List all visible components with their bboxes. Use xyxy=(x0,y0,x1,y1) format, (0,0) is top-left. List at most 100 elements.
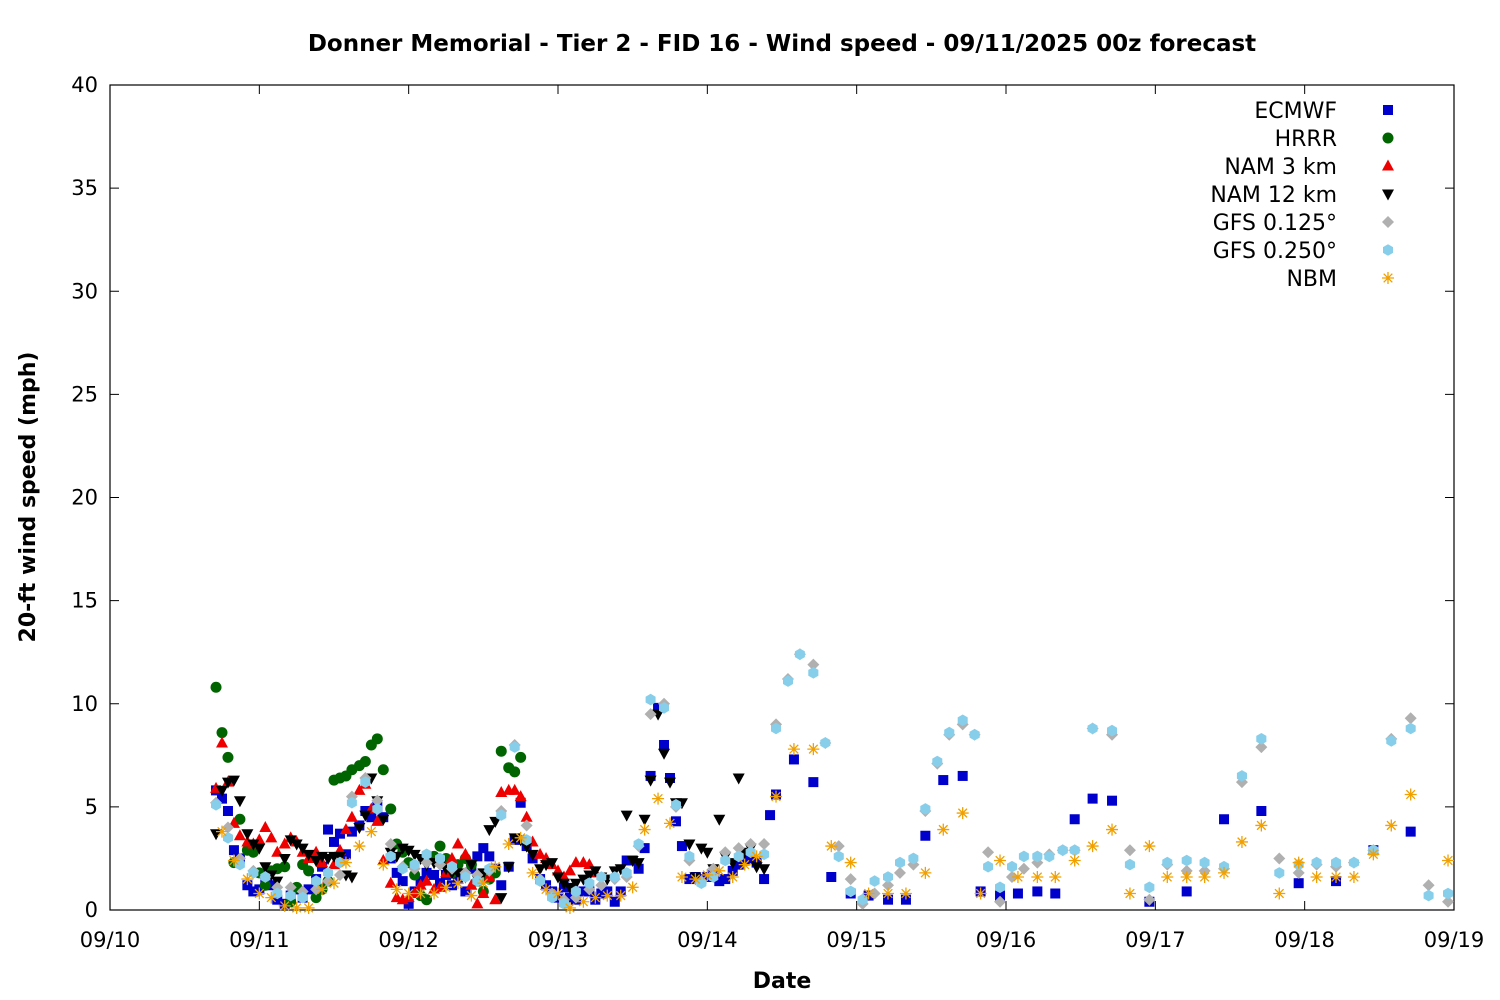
data-point xyxy=(820,737,831,749)
data-point xyxy=(893,866,906,879)
data-point xyxy=(1032,850,1043,863)
data-point xyxy=(1161,871,1174,883)
data-point xyxy=(440,881,452,894)
data-point xyxy=(1180,871,1193,883)
data-point xyxy=(759,874,770,885)
data-point xyxy=(303,865,315,877)
data-point xyxy=(329,836,339,847)
data-point xyxy=(377,764,389,776)
data-point xyxy=(234,813,246,825)
data-point xyxy=(664,817,676,830)
data-point xyxy=(384,876,397,888)
data-point xyxy=(297,891,308,904)
x-tick-label: 09/15 xyxy=(826,928,887,952)
y-tick-label: 30 xyxy=(71,279,98,303)
data-point xyxy=(1018,850,1029,863)
data-point xyxy=(1386,735,1397,747)
data-point xyxy=(559,898,569,910)
data-point xyxy=(216,825,228,838)
data-point xyxy=(601,889,614,902)
data-point xyxy=(1124,858,1135,871)
data-point xyxy=(1123,887,1136,900)
data-point xyxy=(938,775,949,786)
data-point xyxy=(371,794,384,807)
data-point xyxy=(353,783,366,795)
legend-label: NAM 3 km xyxy=(1224,155,1337,180)
data-point xyxy=(1274,867,1285,879)
data-point xyxy=(484,851,495,862)
data-point xyxy=(459,847,472,859)
x-tick-label: 09/19 xyxy=(1424,928,1485,952)
data-point xyxy=(1143,893,1156,906)
data-point xyxy=(713,814,726,826)
data-point xyxy=(428,887,441,900)
data-point xyxy=(584,877,595,889)
data-point xyxy=(578,886,589,897)
data-point xyxy=(1256,733,1267,745)
data-point xyxy=(957,770,968,781)
data-point xyxy=(216,736,228,748)
data-point xyxy=(596,871,607,883)
data-point xyxy=(421,867,432,878)
data-point xyxy=(808,777,819,788)
data-point xyxy=(302,849,315,861)
data-point xyxy=(595,879,608,892)
data-point xyxy=(733,850,744,863)
data-point xyxy=(535,875,546,887)
data-point xyxy=(385,803,397,815)
data-point xyxy=(788,754,799,765)
data-point xyxy=(744,838,757,850)
legend-marker xyxy=(1383,244,1393,256)
data-point xyxy=(701,847,714,859)
legend-label: NAM 12 km xyxy=(1210,183,1337,208)
data-point xyxy=(391,867,402,878)
data-point xyxy=(478,843,489,854)
data-point xyxy=(882,887,895,900)
data-point xyxy=(520,810,533,822)
data-point xyxy=(339,823,352,835)
data-point xyxy=(451,837,464,849)
data-point xyxy=(210,829,223,841)
data-point xyxy=(683,839,696,851)
data-point xyxy=(372,803,383,815)
data-point xyxy=(1069,844,1080,856)
data-point xyxy=(284,881,297,894)
data-point xyxy=(227,854,240,867)
data-point xyxy=(638,823,651,836)
plot-area xyxy=(109,84,1455,911)
data-point xyxy=(483,825,496,837)
data-point xyxy=(1107,795,1118,806)
x-tick-label: 09/10 xyxy=(80,928,141,952)
data-point xyxy=(1292,856,1305,869)
data-point xyxy=(957,714,968,726)
data-point xyxy=(732,773,745,785)
data-point xyxy=(750,850,763,863)
data-point xyxy=(1330,871,1343,883)
data-point xyxy=(509,741,520,753)
data-point xyxy=(241,829,254,841)
data-point xyxy=(526,866,539,879)
x-axis-label: Date xyxy=(753,969,812,994)
data-point xyxy=(659,740,670,750)
x-tick-label: 09/16 xyxy=(976,928,1037,952)
data-point xyxy=(1218,866,1231,879)
data-point xyxy=(359,756,371,767)
data-point xyxy=(883,871,893,883)
data-point xyxy=(1385,819,1398,832)
data-point xyxy=(311,875,322,887)
data-point xyxy=(346,797,357,809)
data-point xyxy=(758,838,771,850)
data-point xyxy=(227,775,240,787)
data-point xyxy=(496,880,507,891)
data-point xyxy=(684,850,695,863)
data-point xyxy=(658,748,671,760)
data-point xyxy=(340,849,351,860)
legend-marker xyxy=(1383,105,1393,115)
data-point xyxy=(644,775,657,787)
data-point xyxy=(569,878,582,890)
data-point xyxy=(1143,840,1156,853)
data-point xyxy=(1123,844,1136,857)
data-point xyxy=(825,840,838,853)
data-point xyxy=(409,869,421,881)
data-point xyxy=(983,860,994,873)
